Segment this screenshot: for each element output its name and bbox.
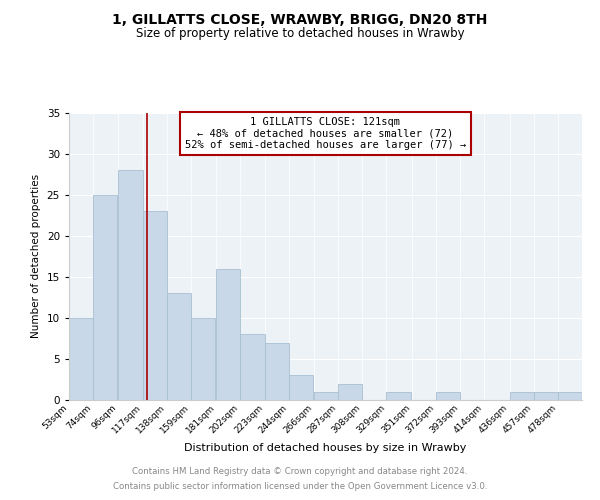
Text: 1, GILLATTS CLOSE, WRAWBY, BRIGG, DN20 8TH: 1, GILLATTS CLOSE, WRAWBY, BRIGG, DN20 8… <box>112 12 488 26</box>
Bar <box>69 318 93 400</box>
Bar <box>265 342 289 400</box>
Bar <box>386 392 410 400</box>
Bar <box>436 392 460 400</box>
Bar <box>558 392 582 400</box>
Bar <box>338 384 362 400</box>
Bar <box>509 392 533 400</box>
Text: Contains public sector information licensed under the Open Government Licence v3: Contains public sector information licen… <box>113 482 487 491</box>
X-axis label: Distribution of detached houses by size in Wrawby: Distribution of detached houses by size … <box>184 443 467 453</box>
Bar <box>216 268 241 400</box>
Bar <box>533 392 558 400</box>
Bar <box>289 376 313 400</box>
Bar <box>93 194 118 400</box>
Bar <box>314 392 338 400</box>
Y-axis label: Number of detached properties: Number of detached properties <box>31 174 41 338</box>
Text: Size of property relative to detached houses in Wrawby: Size of property relative to detached ho… <box>136 28 464 40</box>
Bar <box>241 334 265 400</box>
Bar <box>167 293 191 400</box>
Bar <box>191 318 215 400</box>
Text: 1 GILLATTS CLOSE: 121sqm
← 48% of detached houses are smaller (72)
52% of semi-d: 1 GILLATTS CLOSE: 121sqm ← 48% of detach… <box>185 117 466 150</box>
Bar <box>118 170 143 400</box>
Text: Contains HM Land Registry data © Crown copyright and database right 2024.: Contains HM Land Registry data © Crown c… <box>132 467 468 476</box>
Bar <box>143 211 167 400</box>
